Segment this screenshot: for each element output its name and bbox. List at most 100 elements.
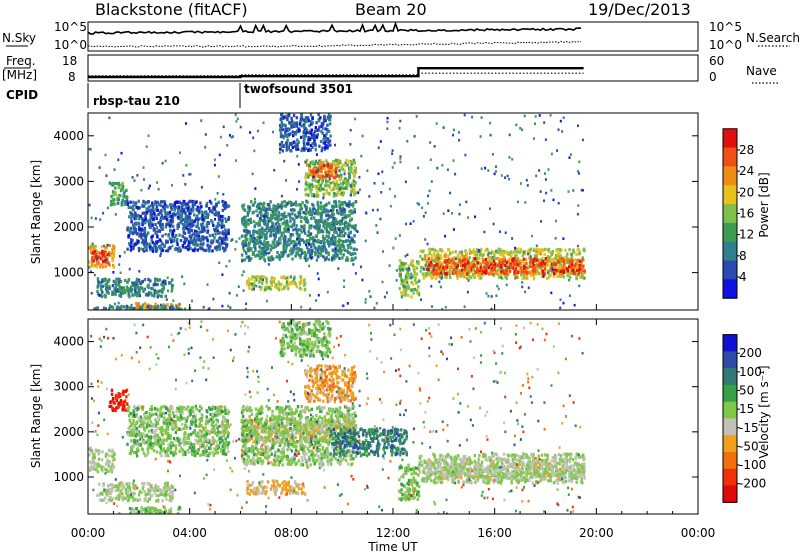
range-cell xyxy=(163,210,167,214)
range-cell xyxy=(322,236,325,240)
range-cell xyxy=(495,256,498,261)
range-cell xyxy=(350,217,353,221)
range-cell xyxy=(337,183,340,187)
range-cell xyxy=(121,198,124,202)
range-cell xyxy=(142,484,145,488)
range-cell xyxy=(306,172,309,176)
range-cell xyxy=(344,226,347,230)
range-cell xyxy=(353,234,356,238)
range-cell xyxy=(522,268,526,272)
range-cell xyxy=(458,269,461,273)
range-cell xyxy=(489,121,492,125)
range-cell xyxy=(88,453,91,457)
range-cell xyxy=(144,292,148,297)
range-cell xyxy=(569,258,572,262)
range-cell xyxy=(325,223,328,227)
range-cell xyxy=(108,491,111,496)
range-cell xyxy=(296,154,299,158)
range-cell xyxy=(539,252,543,256)
range-cell xyxy=(442,126,445,129)
range-cell xyxy=(217,211,220,215)
range-cell xyxy=(291,145,294,149)
range-cell xyxy=(353,182,356,186)
range-cell xyxy=(410,280,413,284)
range-cell xyxy=(582,264,585,268)
range-cell xyxy=(289,249,292,253)
range-cell xyxy=(248,205,251,209)
range-cell xyxy=(446,254,450,258)
range-cell xyxy=(263,201,266,205)
range-cell xyxy=(505,274,508,278)
range-cell xyxy=(217,214,220,218)
range-cell xyxy=(110,254,113,258)
range-cell xyxy=(549,273,552,277)
range-cell xyxy=(224,217,227,220)
range-cell xyxy=(293,140,296,144)
range-cell xyxy=(273,236,277,240)
range-cell xyxy=(220,239,224,243)
range-cell xyxy=(321,181,324,185)
range-cell xyxy=(300,149,303,153)
range-cell xyxy=(279,134,283,139)
range-cell xyxy=(101,280,104,284)
range-cell xyxy=(507,265,511,270)
range-cell xyxy=(119,280,123,284)
range-cell xyxy=(106,252,109,257)
range-cell xyxy=(146,487,150,491)
range-cell xyxy=(191,221,194,225)
range-cell xyxy=(104,454,108,458)
range-cell xyxy=(144,217,148,221)
range-cell xyxy=(493,264,496,268)
range-cell xyxy=(182,207,185,212)
range-cell xyxy=(265,299,268,303)
range-cell xyxy=(317,183,321,187)
range-cell xyxy=(151,293,154,297)
range-cell xyxy=(166,303,169,307)
range-cell xyxy=(253,225,256,229)
range-cell xyxy=(343,169,346,173)
range-cell xyxy=(452,228,455,231)
range-cell xyxy=(119,194,122,198)
range-cell xyxy=(249,131,252,134)
range-cell xyxy=(184,246,187,250)
range-cell xyxy=(392,246,395,250)
range-cell xyxy=(127,489,130,493)
range-cell xyxy=(579,275,582,279)
range-cell xyxy=(313,194,316,198)
range-cell xyxy=(272,245,276,249)
range-cell xyxy=(270,213,273,217)
range-cell xyxy=(454,250,457,254)
range-cell xyxy=(130,241,133,245)
range-cell xyxy=(200,119,203,122)
range-cell xyxy=(318,174,321,178)
range-cell xyxy=(179,248,182,252)
range-cell xyxy=(559,254,562,258)
range-cell xyxy=(537,263,540,267)
range-cell xyxy=(105,452,108,456)
range-cell xyxy=(347,231,350,235)
range-cell xyxy=(430,256,433,260)
range-cell xyxy=(282,275,285,279)
range-cell xyxy=(323,141,326,145)
range-cell xyxy=(162,287,165,291)
range-cell xyxy=(310,216,313,221)
range-cell xyxy=(264,259,267,263)
range-cell xyxy=(201,213,204,217)
range-cell xyxy=(568,265,571,269)
range-cell xyxy=(314,144,317,148)
range-cell xyxy=(189,228,192,233)
range-cell xyxy=(398,126,401,130)
range-cell xyxy=(352,158,355,162)
range-cell xyxy=(246,238,249,242)
range-cell xyxy=(251,282,254,286)
range-cell xyxy=(295,243,298,247)
range-cell xyxy=(123,408,126,412)
range-cell xyxy=(407,286,410,290)
range-cell xyxy=(185,164,188,167)
range-cell xyxy=(581,257,584,262)
range-cell xyxy=(417,166,420,170)
range-cell xyxy=(113,457,116,461)
range-cell xyxy=(305,192,308,196)
range-cell xyxy=(206,283,209,286)
